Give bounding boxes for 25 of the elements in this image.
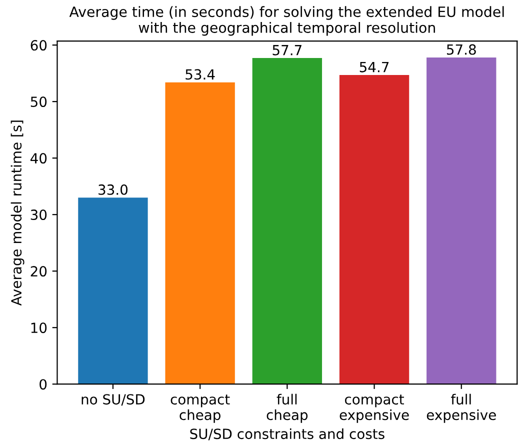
y-tick-label: 40	[30, 153, 47, 164]
y-tick-label: 10	[31, 322, 47, 334]
y-tick-label: 0	[40, 379, 47, 390]
chart-title: Average time (in seconds) for solving the extended EU model with the geographical temporal resolution	[69, 6, 504, 36]
data-label: 53.4	[186, 69, 215, 80]
x-tick-label: compact expensive	[340, 394, 409, 423]
x-axis-title: SU/SD constraints and costs	[190, 428, 384, 440]
bar	[426, 57, 496, 384]
data-label: 54.7	[360, 62, 389, 72]
x-tick-label: no SU/SD	[82, 394, 145, 406]
data-label: 33.0	[98, 184, 128, 195]
y-tick-label: 50	[30, 96, 47, 108]
x-tick-label: compact cheap	[170, 394, 230, 423]
bar	[165, 82, 235, 384]
bar	[78, 198, 148, 384]
y-tick-label: 60	[30, 40, 47, 51]
x-tick-label: full expensive	[426, 394, 496, 423]
y-axis-title: Average model runtime [s]	[10, 120, 24, 306]
data-label: 57.8	[446, 44, 476, 55]
x-tick-label: full cheap	[266, 394, 308, 423]
y-tick-label: 30	[30, 210, 47, 220]
y-tick-label: 20	[30, 266, 47, 277]
bar	[339, 75, 410, 384]
data-label: 57.7	[272, 45, 302, 56]
bar	[252, 58, 322, 384]
